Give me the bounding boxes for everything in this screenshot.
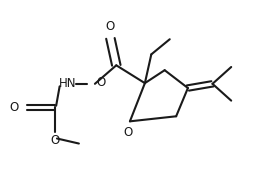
Text: O: O xyxy=(123,126,132,139)
Text: O: O xyxy=(96,76,106,89)
Text: O: O xyxy=(106,20,115,33)
Text: HN: HN xyxy=(59,77,76,90)
Text: O: O xyxy=(50,134,59,147)
Text: O: O xyxy=(9,101,19,114)
